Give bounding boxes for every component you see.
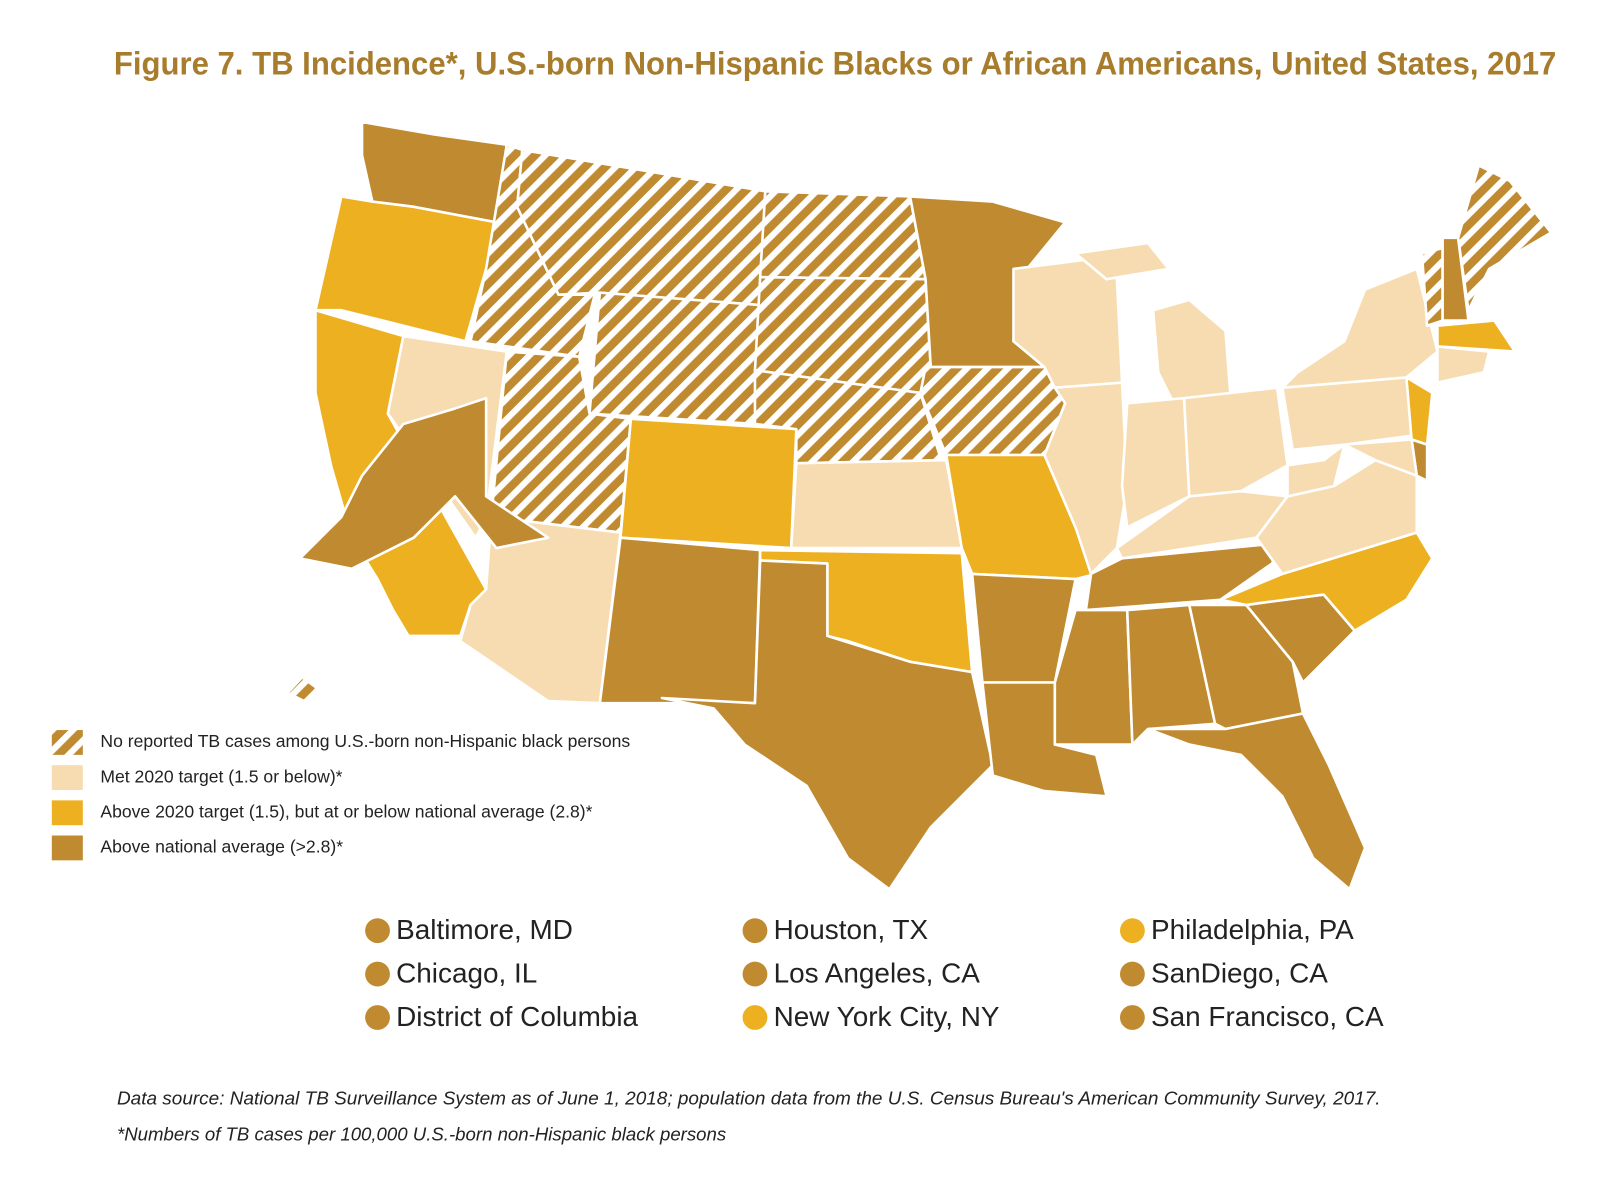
city-label: Chicago, IL xyxy=(396,957,537,988)
city-label: District of Columbia xyxy=(396,1001,638,1032)
legend-swatch xyxy=(51,730,83,755)
state xyxy=(286,676,318,705)
title: Figure 7. TB Incidence*, U.S.-born Non-H… xyxy=(114,45,1557,81)
city-marker xyxy=(1119,961,1145,987)
city-marker xyxy=(742,918,768,944)
state xyxy=(789,458,964,550)
footnote: *Numbers of TB cases per 100,000 U.S.-bo… xyxy=(117,1124,726,1145)
state xyxy=(1436,345,1491,384)
legend-swatch xyxy=(51,765,83,791)
state xyxy=(588,291,762,426)
state xyxy=(1405,376,1434,446)
city-label: Baltimore, MD xyxy=(396,914,573,945)
state xyxy=(1343,438,1419,477)
footnote: Data source: National TB Surveillance Sy… xyxy=(117,1087,1381,1108)
state xyxy=(1281,376,1424,452)
footnotes: Data source: National TB Surveillance Sy… xyxy=(117,1087,1381,1144)
state xyxy=(1441,236,1470,322)
state xyxy=(619,417,798,550)
state xyxy=(1074,241,1170,281)
state xyxy=(298,396,550,571)
state xyxy=(660,559,995,891)
city-marker xyxy=(1119,918,1145,944)
state xyxy=(1281,267,1439,390)
state xyxy=(1420,246,1444,328)
state xyxy=(1053,608,1134,746)
state xyxy=(458,515,622,705)
city-marker xyxy=(365,961,390,987)
legend-label: Met 2020 target (1.5 or below)* xyxy=(100,766,342,786)
city-marker xyxy=(365,1005,390,1030)
state xyxy=(1456,164,1553,312)
city-label: SanDiego, CA xyxy=(1151,957,1328,988)
city-marker xyxy=(365,918,390,944)
legend-label: Above 2020 target (1.5), but at or below… xyxy=(100,801,592,821)
legend: No reported TB cases among U.S.-born non… xyxy=(51,730,630,861)
city-label: Los Angeles, CA xyxy=(774,957,981,988)
city-legend: Baltimore, MD Chicago, IL District of Colu… xyxy=(365,914,1384,1032)
city-label: New York City, NY xyxy=(774,1001,1000,1032)
city-label: Houston, TX xyxy=(774,914,929,945)
state xyxy=(1151,298,1232,405)
state xyxy=(1146,712,1367,891)
legend-swatch xyxy=(51,800,83,826)
state xyxy=(1436,319,1517,353)
city-marker xyxy=(1119,1005,1145,1030)
city-label: Philadelphia, PA xyxy=(1151,914,1354,945)
city-label: San Francisco, CA xyxy=(1151,1001,1384,1032)
state xyxy=(515,148,767,307)
state xyxy=(1125,603,1217,746)
us-map xyxy=(286,120,1553,891)
legend-label: No reported TB cases among U.S.-born non… xyxy=(100,731,630,751)
state xyxy=(1182,386,1289,498)
legend-label: Above national average (>2.8)* xyxy=(100,837,343,857)
state xyxy=(758,190,927,281)
city-marker xyxy=(742,1005,768,1030)
state xyxy=(1286,443,1346,498)
state xyxy=(598,536,762,705)
legend-swatch xyxy=(51,835,83,861)
state xyxy=(919,365,1067,457)
state xyxy=(1120,396,1191,529)
city-marker xyxy=(742,961,768,987)
